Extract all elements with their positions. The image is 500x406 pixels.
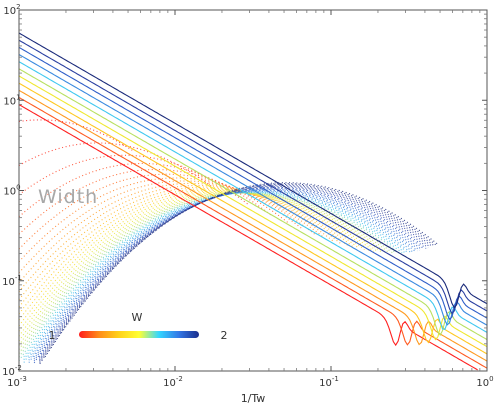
colorbar-label: W (132, 311, 143, 324)
colorbar-max-label: 2 (221, 329, 228, 342)
series-line-w1.3 (18, 82, 488, 355)
fan-curve (39, 184, 433, 362)
series-line-w1.5 (18, 68, 488, 341)
y-tick-label: 101 (3, 93, 20, 107)
series-line-w1.8 (18, 46, 488, 321)
fan-curve (33, 188, 421, 360)
colorbar: W 1 2 (49, 311, 228, 342)
x-axis-label: 1/Tw (241, 392, 266, 405)
y-tick-label: 100 (3, 184, 20, 198)
fan-curve (18, 169, 290, 235)
series-line-w1.7 (18, 54, 488, 326)
colorbar-gradient (79, 331, 199, 338)
series-line-w1.9 (18, 39, 488, 315)
y-tick-label: 102 (3, 3, 20, 17)
fan-curve (18, 187, 354, 308)
fan-curve (18, 190, 365, 321)
series-line-w1.4 (18, 75, 488, 348)
fan-curve (18, 142, 214, 188)
fan-curve (18, 186, 348, 300)
fan-curve (18, 192, 397, 358)
series-line-w1.1 (18, 96, 488, 369)
x-tick-label: 10-1 (319, 375, 339, 389)
series-line-w2 (18, 32, 488, 309)
series-lines (18, 32, 488, 371)
x-tick-label: 10-2 (163, 375, 183, 389)
fan-curve (39, 183, 435, 363)
fan-curve (28, 190, 414, 361)
series-line-w1.6 (18, 61, 488, 333)
fan-curve (18, 119, 133, 151)
fan-curve (18, 192, 394, 354)
series-line-w1.2 (18, 89, 488, 362)
colorbar-min-label: 1 (49, 329, 56, 342)
x-tick-label: 100 (476, 375, 493, 389)
fan-curve (18, 180, 325, 274)
width-annotation: Width (38, 186, 98, 208)
